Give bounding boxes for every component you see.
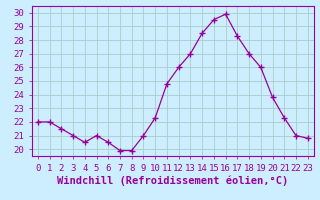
X-axis label: Windchill (Refroidissement éolien,°C): Windchill (Refroidissement éolien,°C) <box>57 175 288 186</box>
